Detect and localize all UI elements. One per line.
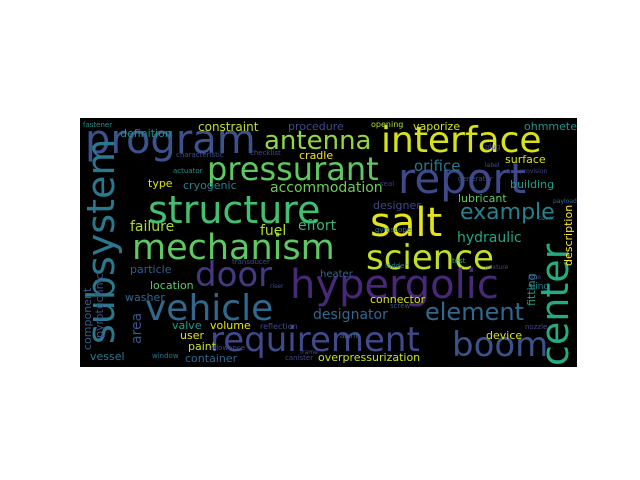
word-label: label [485,162,500,169]
word-boom: boom [452,325,549,365]
word-designer: designer [373,199,421,212]
word-volume: volume [210,319,251,332]
word-cloud-canvas: program antenna interface pressurant rep… [80,118,577,367]
word-checklist: checklist [250,149,281,157]
word-designator: designator [313,307,388,323]
word-device: device [486,329,523,342]
word-canister: canister [285,354,314,362]
word-test: test [452,257,466,265]
word-actuator: actuator [173,167,203,175]
word-door: door [195,255,273,295]
word-gyroscope: gyroscope [375,226,412,234]
word-location: location [150,279,194,292]
word-fuel: fuel [260,223,287,239]
word-antenna: antenna [264,126,372,156]
word-building: building [510,178,555,191]
word-lubricant: lubricant [458,192,507,205]
word-screw: screw [390,302,411,310]
word-cover: cover [538,215,555,222]
word-seal: seal [380,180,395,188]
word-failure: failure [130,219,175,235]
word-vessel: vessel [90,350,125,363]
word-ohmmeter: ohmmeter [524,120,577,133]
word-user: user [180,329,204,342]
word-vehicle: vehicle [145,288,274,329]
word-generator: generator [458,175,493,183]
word-constraint: constraint [198,120,259,134]
word-alarm: alarm [340,332,361,340]
word-description: description [562,204,575,266]
word-orifice: orifice [414,157,461,175]
word-program: program [85,118,256,163]
word-effort: effort [298,218,337,234]
word-valve: valve [172,319,202,332]
word-structure: structure [148,188,321,232]
word-salt: salt [370,200,443,246]
word-component: component [81,287,94,350]
word-plug: plug [485,143,501,151]
word-washer: washer [125,291,165,304]
word-requirement: requirement [210,320,420,360]
word-hydraulic: hydraulic [457,230,522,246]
word-reflection: reflection [260,322,298,331]
word-riser: riser [270,283,284,290]
word-hypergolic: hypergolic [290,262,499,308]
word-definition: definition [120,127,172,140]
word-particle: particle [130,263,172,276]
word-element: element [425,298,524,326]
word-allowance: allowance [210,344,246,352]
word-fastener: fastener [83,121,113,129]
word-nozzle: nozzle [525,323,548,331]
word-pyrotechnic: pyrotechnic [93,273,106,338]
word-overpressurization: overpressurization [318,351,421,364]
word-accommodation: accommodation [270,180,383,196]
word-mixture: mixture [485,264,509,271]
word-procedure: procedure [288,120,344,133]
word-window: window [152,352,179,360]
word-characteristic: characteristic [176,151,224,159]
word-cradle: cradle [299,149,334,162]
word-example: example [460,200,555,225]
word-paint: paint [188,340,217,353]
word-connector: connector [370,293,426,306]
word-mechanism: mechanism [132,228,335,268]
word-pressurant: pressurant [207,150,379,188]
word-type: type [148,177,173,190]
word-surface: surface [505,153,546,166]
word-provision: provision [520,168,548,175]
word-interface: interface [381,120,542,161]
word-container: container [185,352,238,365]
word-cryogenic: cryogenic [183,179,237,192]
word-payload: payload [553,198,577,205]
word-area: area [129,312,145,344]
word-ladder: ladder [385,262,408,270]
word-science: science [366,238,494,278]
word-report: report [398,154,527,203]
word-opening: opening [371,120,404,129]
word-vaporize: vaporize [413,120,461,133]
word-frame: frame [300,349,318,356]
word-pipe: pipe [528,274,541,281]
word-transducer: transducer [232,258,270,266]
word-heater: heater [320,269,353,280]
word-sling: sling [528,282,550,292]
